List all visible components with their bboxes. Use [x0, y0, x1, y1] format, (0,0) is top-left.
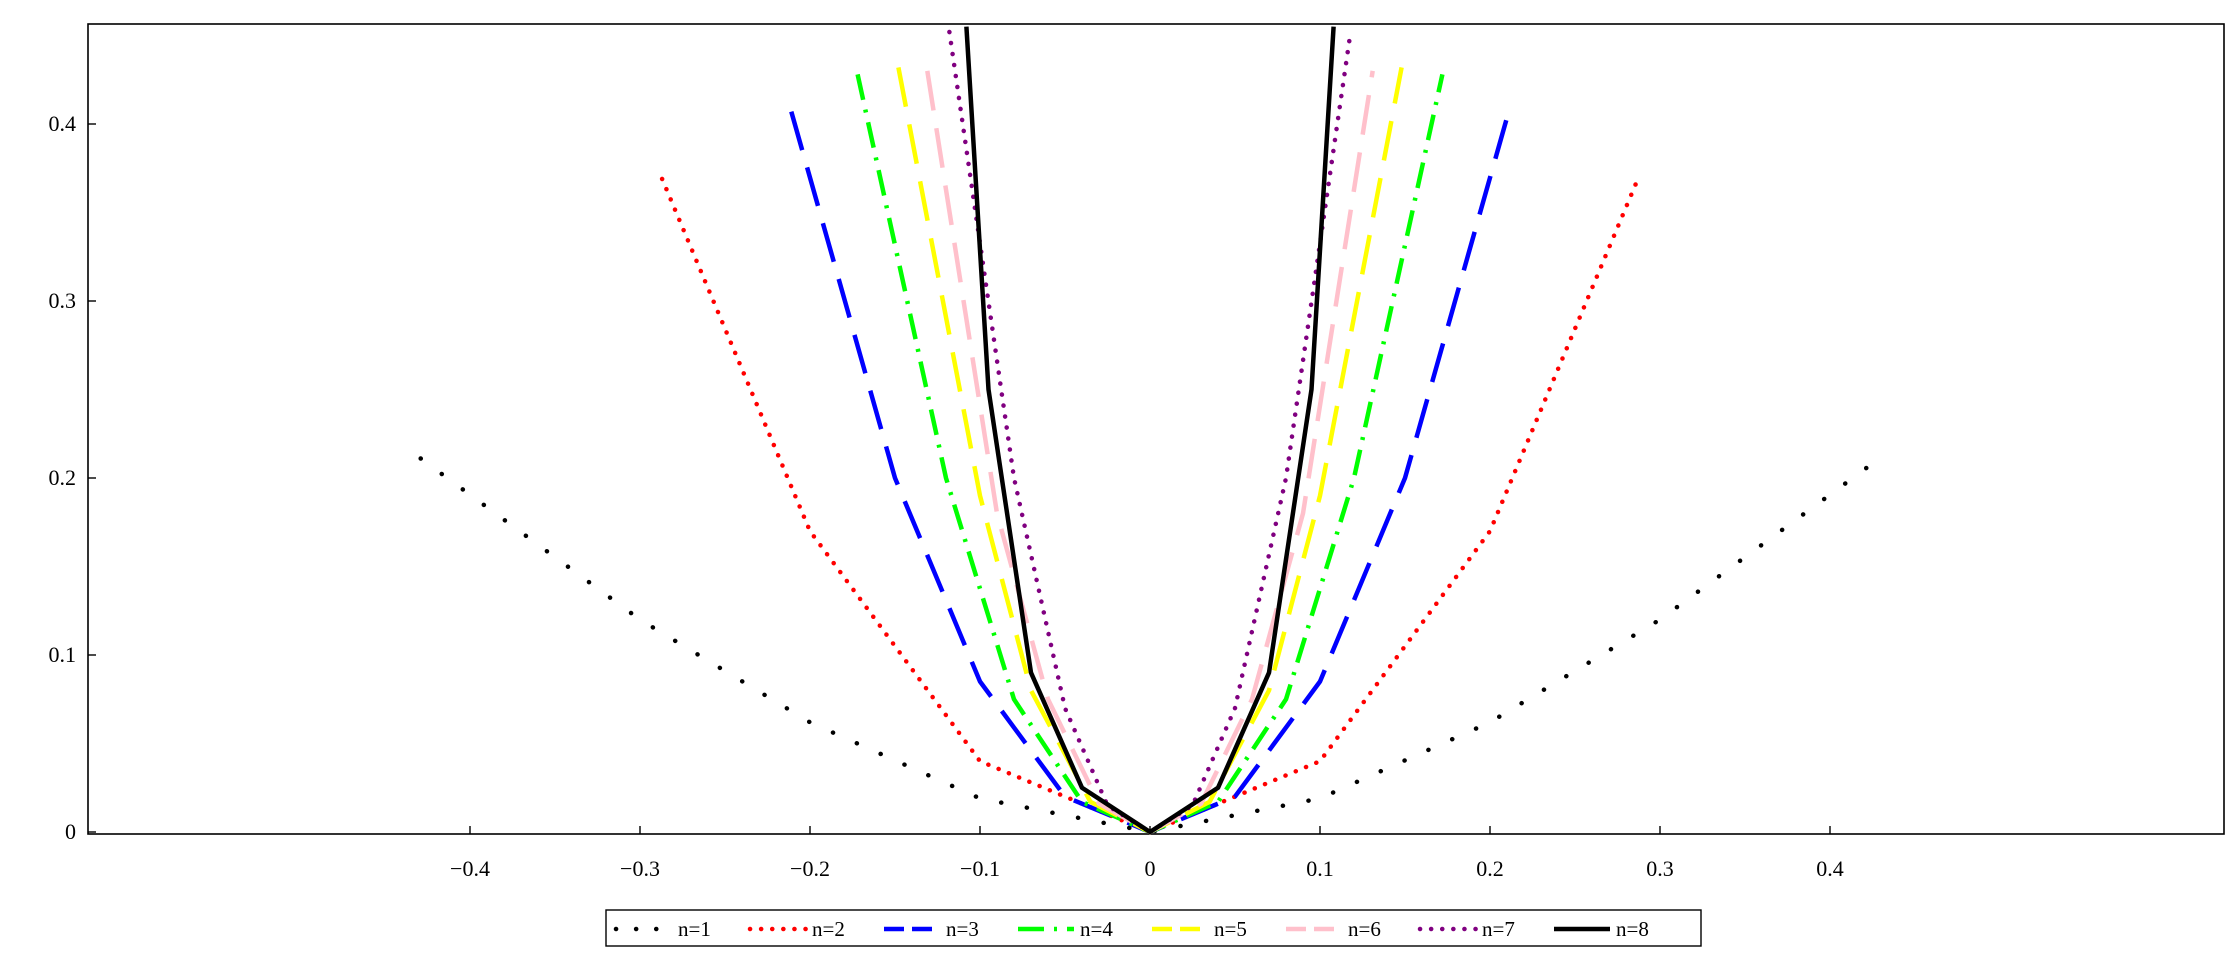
x-tick-label: −0.4 [450, 856, 490, 881]
legend-label-n=5: n=5 [1214, 917, 1247, 941]
y-tick-label: 0.1 [49, 642, 77, 667]
x-tick-label: 0.3 [1646, 856, 1674, 881]
x-tick-label: 0 [1145, 856, 1156, 881]
x-tick-label: −0.3 [620, 856, 660, 881]
y-tick-label: 0.2 [49, 465, 77, 490]
legend: n=1 n=2 n=3 n=4 n=5 n=6 n=7 n=8 [605, 909, 1702, 947]
x-tick-label: 0.1 [1306, 856, 1334, 881]
x-tick-label: 0.4 [1816, 856, 1844, 881]
x-tick-label: −0.2 [790, 856, 830, 881]
axis-layer: −0.4 −0.3 −0.2 −0.1 0 0.1 0.2 0.3 0.4 0 0.1 0.2 0.3 0… [49, 111, 1844, 881]
legend-label-n=7: n=7 [1482, 917, 1515, 941]
legend-label-n=8: n=8 [1616, 917, 1649, 941]
legend-label-n=3: n=3 [946, 917, 979, 941]
legend-label-n=2: n=2 [812, 917, 845, 941]
x-tick-label: 0.2 [1476, 856, 1504, 881]
series-line-n=1 [418, 456, 1882, 835]
legend-items: n=1 n=2 n=3 n=4 n=5 n=6 n=7 n=8 [613, 917, 1649, 941]
y-tick-label: 0 [65, 819, 76, 844]
legend-label-n=4: n=4 [1080, 917, 1113, 941]
x-tick-label: −0.1 [960, 856, 1000, 881]
legend-label-n=6: n=6 [1348, 917, 1381, 941]
legend-label-n=1: n=1 [678, 917, 711, 941]
series-line-n=2 [659, 176, 1641, 835]
y-tick-label: 0.3 [49, 288, 77, 313]
y-tick-label: 0.4 [49, 111, 77, 136]
plot-frame [87, 23, 2225, 835]
